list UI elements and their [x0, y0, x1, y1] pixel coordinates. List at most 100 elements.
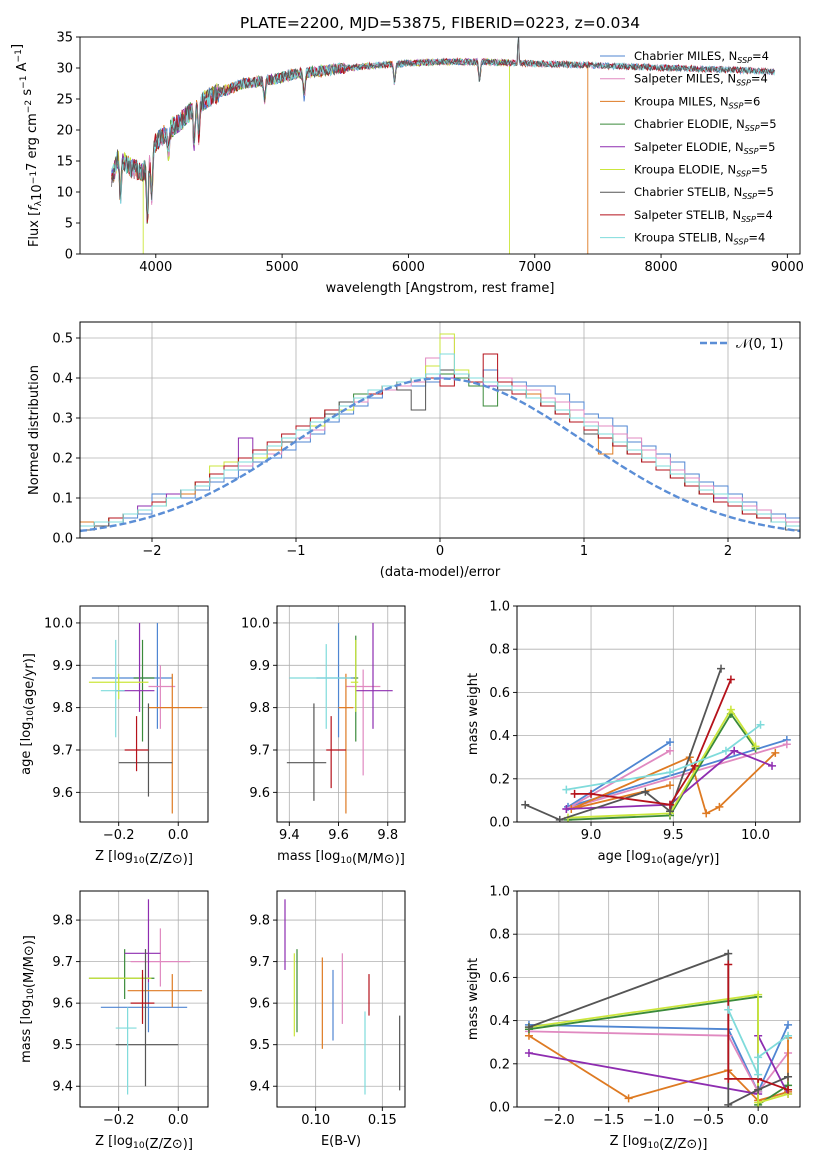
histogram-kroupa-stelib — [80, 353, 800, 538]
x-tick-label: 0.0 — [168, 828, 189, 843]
y-axis-label: mass [log10(M/M⊙)] — [19, 935, 37, 1063]
errorbar-chabrier-elodie — [88, 949, 155, 999]
x-tick-label: −2 — [142, 544, 161, 559]
y-tick-label: 9.6 — [249, 786, 270, 801]
x-tick-label: 0 — [436, 544, 444, 559]
y-axis-label: Flux [fλ10−17 erg cm−2 s−1 A−1] — [10, 44, 45, 247]
weight-point-marker — [754, 1053, 763, 1062]
x-tick-label: 10.0 — [741, 828, 770, 843]
errorbar-salpeter-stelib — [124, 716, 149, 772]
x-tick-label: 9.6 — [328, 828, 349, 843]
x-tick-label: 9.5 — [663, 828, 684, 843]
plot-frame — [276, 605, 406, 823]
legend-entry: Kroupa ELODIE, NSSP=5 — [634, 163, 768, 179]
x-tick-label: −2.0 — [543, 1113, 575, 1128]
plot-frame — [276, 890, 406, 1108]
weight-point-marker — [624, 1094, 633, 1103]
weight-point-marker — [726, 675, 735, 684]
x-tick-label: 2 — [724, 544, 732, 559]
errorbar-kroupa-stelib — [115, 1007, 137, 1095]
x-axis-label: Z [log10(Z/Z⊙)] — [95, 849, 193, 867]
figure-title: PLATE=2200, MJD=53875, FIBERID=0223, z=0… — [240, 14, 640, 32]
normal-reference-curve — [80, 377, 800, 533]
spectrum-panel: 4000 5000 6000 7000 8000 9000 0 5 10 15 20 25 30 35 wa… — [10, 31, 804, 297]
weight-point-marker — [724, 1005, 733, 1014]
weight-point-marker — [666, 738, 675, 747]
x-tick-label: 5000 — [266, 260, 299, 275]
x-tick-label: −0.5 — [693, 1113, 725, 1128]
weight-series-kroupa-stelib — [724, 1005, 793, 1079]
legend-entry: Salpeter MILES, NSSP=4 — [634, 72, 768, 88]
y-tick-label: 9.7 — [249, 744, 270, 759]
weight-point-marker — [715, 802, 724, 811]
weight-point-marker — [782, 740, 791, 749]
errorbar-salpeter-stelib — [326, 716, 346, 789]
x-axis-label: mass [log10(M/M⊙)] — [277, 849, 405, 867]
x-axis-label: Z [log10(Z/Z⊙)] — [95, 1134, 193, 1152]
y-tick-label: 0.2 — [489, 1057, 510, 1072]
weight-series-chabrier-miles — [564, 735, 791, 811]
plot-frame — [516, 605, 801, 823]
weight-line — [566, 749, 773, 810]
x-tick-label: 8000 — [645, 260, 678, 275]
spectrum-line-kroupa-elodie — [111, 57, 510, 254]
weight-line — [528, 1030, 789, 1094]
weight-point-marker — [784, 1031, 793, 1040]
y-tick-label: 0.2 — [489, 772, 510, 787]
x-tick-label: −0.2 — [103, 828, 135, 843]
y-tick-label: 0.0 — [489, 816, 510, 831]
weight-series-chabrier-stelib — [524, 949, 793, 1107]
plot-area — [521, 664, 791, 822]
x-axis-label: wavelength [Angstrom, rest frame] — [326, 281, 555, 296]
x-tick-label: 0.0 — [168, 1113, 189, 1128]
age-vs-mass-panel: 9.4 9.6 9.8 9.6 9.7 9.8 9.9 10.0 mass [log10(M/M… — [241, 605, 406, 867]
plot-frame — [79, 890, 209, 1108]
errorbar-kroupa-stelib — [289, 644, 351, 729]
errorbar-kroupa-miles — [148, 673, 203, 814]
weight-vs-metallicity-panel: −2.0 −1.5 −1.0 −0.5 0.0 0.0 0.2 0.4 0.6 0.8 1.0 Z [… — [466, 885, 801, 1152]
weight-point-marker — [754, 1085, 763, 1094]
x-tick-label: −1.0 — [643, 1113, 675, 1128]
weight-point-marker — [721, 746, 730, 755]
x-tick-label: −1.5 — [593, 1113, 625, 1128]
y-tick-label: 25 — [56, 93, 73, 108]
weight-point-marker — [666, 768, 675, 777]
y-tick-label: 10.0 — [241, 616, 270, 631]
x-tick-label: −1 — [286, 544, 305, 559]
plot-frame — [79, 890, 209, 1108]
plot-area — [524, 949, 793, 1107]
x-tick-label: 4000 — [139, 260, 172, 275]
weight-point-marker — [784, 1085, 793, 1094]
y-tick-label: 9.4 — [249, 1080, 270, 1095]
errorbar-kroupa-elodie — [350, 639, 359, 712]
errorbar-chabrier-miles — [316, 622, 354, 738]
plot-area — [88, 622, 203, 814]
y-tick-label: 9.8 — [249, 914, 270, 929]
weight-line — [570, 752, 776, 815]
x-axis-label: (data-model)/error — [380, 565, 501, 580]
weight-point-marker — [666, 746, 675, 755]
spectrum-line-salpeter-elodie — [111, 57, 510, 222]
plot-frame — [516, 605, 801, 823]
x-tick-label: 6000 — [392, 260, 425, 275]
weight-point-marker — [724, 1074, 733, 1083]
x-tick-label: 9.4 — [279, 828, 300, 843]
spectrum-line-chabrier-stelib — [111, 37, 776, 220]
errorbar-chabrier-stelib — [286, 703, 327, 801]
plot-area — [88, 899, 203, 1095]
x-tick-label: 7000 — [518, 260, 551, 275]
y-tick-label: 10 — [56, 186, 73, 201]
errorbar-chabrier-stelib — [115, 949, 179, 1087]
x-tick-label: 0.15 — [368, 1113, 397, 1128]
plot-frame — [79, 36, 801, 255]
weight-point-marker — [784, 1072, 793, 1081]
y-tick-label: 9.7 — [249, 955, 270, 970]
y-tick-label: 0.8 — [489, 928, 510, 943]
y-tick-label: 9.5 — [249, 1038, 270, 1053]
x-tick-label: 1 — [580, 544, 588, 559]
plot-frame — [276, 605, 406, 823]
y-tick-label: 0 — [65, 248, 73, 263]
plot-area — [80, 333, 800, 538]
mass-vs-ebv-panel: 0.10 0.15 9.4 9.5 9.6 9.7 9.8 E(B-V) — [249, 890, 406, 1149]
y-axis-label: age [log10(age/yr)] — [19, 653, 37, 775]
